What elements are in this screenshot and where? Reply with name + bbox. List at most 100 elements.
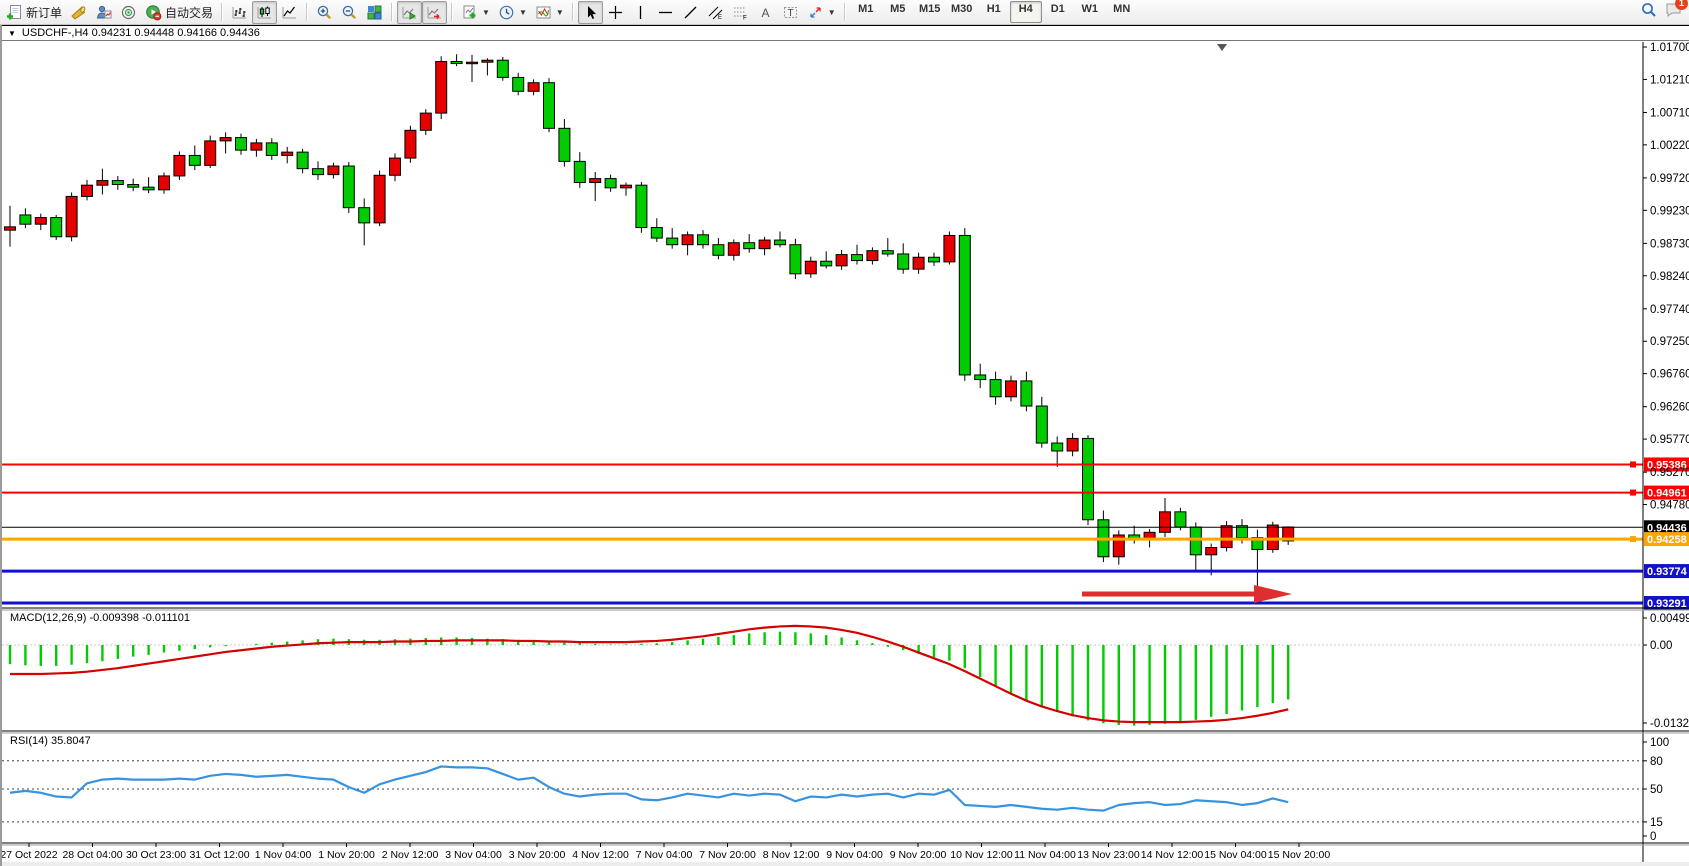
svg-text:F: F [743,14,747,21]
crosshair-tool-button[interactable] [603,1,628,24]
candle [527,79,540,96]
time-tick-label: 15 Nov 20:00 [1268,849,1331,861]
fibonacci-tool-button[interactable]: F [728,1,753,24]
time-tick-label: 3 Nov 20:00 [509,849,566,861]
rsi-indicator-label: RSI(14) 35.8047 [10,735,91,747]
candle [712,238,725,260]
channel-tool-button[interactable]: E [703,1,728,24]
candle [681,231,694,256]
candle [958,228,971,381]
periods-button[interactable]: ▼ [494,1,531,24]
candle [1051,436,1064,467]
text-tool-button[interactable]: A [753,1,778,24]
candle [851,244,863,265]
price-tick-label: 0.97740 [1650,304,1689,316]
chart-shift-button[interactable] [422,0,448,24]
price-badge-label: 0.93774 [1647,566,1688,578]
time-axis[interactable]: 27 Oct 2022 28 Oct 04:00 30 Oct 23:00 31 Oc… [2,843,1330,861]
trendline-tool-button[interactable] [678,1,703,24]
time-tick-label: 8 Nov 12:00 [763,849,820,861]
svg-text:E: E [718,15,722,21]
candle [558,119,571,167]
market-watch-button[interactable] [116,1,141,24]
time-tick-label: 2 Nov 12:00 [382,849,439,861]
timeframe-button-mn[interactable]: MN [1113,3,1131,15]
zoom-in-button[interactable] [312,1,337,24]
candle [589,171,602,202]
candlestick-mode-button[interactable] [252,0,278,24]
candle [989,371,1002,405]
timeframe-button-h4[interactable]: H4 [1009,1,1042,23]
time-tick-label: 13 Nov 23:00 [1077,849,1140,861]
candle [1159,497,1171,537]
rsi-axis-label: 50 [1650,784,1663,796]
timeframe-toolbar: M1 M5 M15 M30 H1 H4 D1 W1 MN [850,1,1138,24]
candle [496,56,509,81]
price-tick-label: 1.01700 [1650,42,1689,54]
text-label-tool-button[interactable]: T [778,1,803,24]
candle [312,161,324,180]
cursor-tool-button[interactable] [577,0,603,24]
macd-axis-label: -0.013248 [1650,718,1689,730]
dropdown-caret: ▼ [482,7,490,17]
time-tick-label: 9 Nov 20:00 [890,849,947,861]
time-tick-label: 14 Nov 12:00 [1141,849,1204,861]
chart-shift-marker[interactable] [1217,44,1227,51]
signals-button[interactable] [66,1,91,24]
time-tick-label: 7 Nov 20:00 [699,849,756,861]
price-badge-label: 0.94961 [1647,488,1687,500]
autotrading-button[interactable]: 自动交易 [141,1,217,24]
timeframe-button-m5[interactable]: M5 [890,3,906,15]
timeframe-button-m1[interactable]: M1 [858,3,874,15]
time-tick-label: 7 Nov 04:00 [636,849,693,861]
cursor-icon [582,4,599,21]
price-tick-label: 0.96260 [1650,402,1689,414]
line-handle[interactable] [1630,489,1636,496]
new-chart-button[interactable]: ▼ [457,1,494,24]
line-handle[interactable] [1630,461,1636,468]
bar-chart-mode-button[interactable] [227,1,252,24]
vertical-line-tool-button[interactable] [628,1,653,24]
time-tick-label: 28 Oct 04:00 [62,849,122,861]
timeframe-button-h1[interactable]: H1 [986,3,1001,15]
price-badge-label: 0.93291 [1647,598,1687,610]
candle [727,239,740,261]
arrow-annotation[interactable] [1082,585,1292,603]
candle [881,238,894,257]
timeframe-button-m15[interactable]: M15 [919,3,941,15]
tile-windows-button[interactable] [362,1,387,24]
zoom-in-icon [316,4,333,21]
candle [943,231,956,265]
candle [758,236,771,256]
zoom-out-icon [341,4,358,21]
indicators-button[interactable]: ▼ [531,1,568,24]
line-handle[interactable] [1630,536,1636,543]
candle [4,205,16,247]
candle [1066,433,1079,457]
time-tick-label: 9 Nov 04:00 [826,849,883,861]
toolbar-separator [571,3,574,21]
notifications-button[interactable]: 1 [1664,0,1688,24]
timeframe-button-d1[interactable]: D1 [1050,3,1065,15]
timeframe-button-m30[interactable]: M30 [951,3,973,15]
arrows-tool-button[interactable]: ▼ [803,1,840,24]
timeframe-button-w1[interactable]: W1 [1081,3,1098,15]
new-order-button[interactable]: 新订单 [2,1,66,24]
toolbar-separator [306,3,309,21]
horizontal-line-icon [657,4,674,21]
arrow-head-icon[interactable] [1254,585,1292,603]
search-icon[interactable] [1640,1,1658,24]
chart-window: ▼ USDCHF-,H4 0.94231 0.94448 0.94166 0.9… [0,25,1689,866]
horizontal-line-tool-button[interactable] [653,1,678,24]
market-profile-button[interactable] [91,1,116,24]
toolbar-separator [221,3,224,21]
macd-pane: 0.004996 0.00 -0.013248 [2,613,1689,730]
auto-scroll-button[interactable] [397,0,423,24]
candle [327,162,340,179]
candle [281,146,294,164]
price-axis[interactable]: 1.01700 1.01210 1.00710 1.00220 0.99720 0.992… [1642,42,1689,862]
zoom-out-button[interactable] [337,1,362,24]
line-chart-mode-button[interactable] [277,1,302,24]
